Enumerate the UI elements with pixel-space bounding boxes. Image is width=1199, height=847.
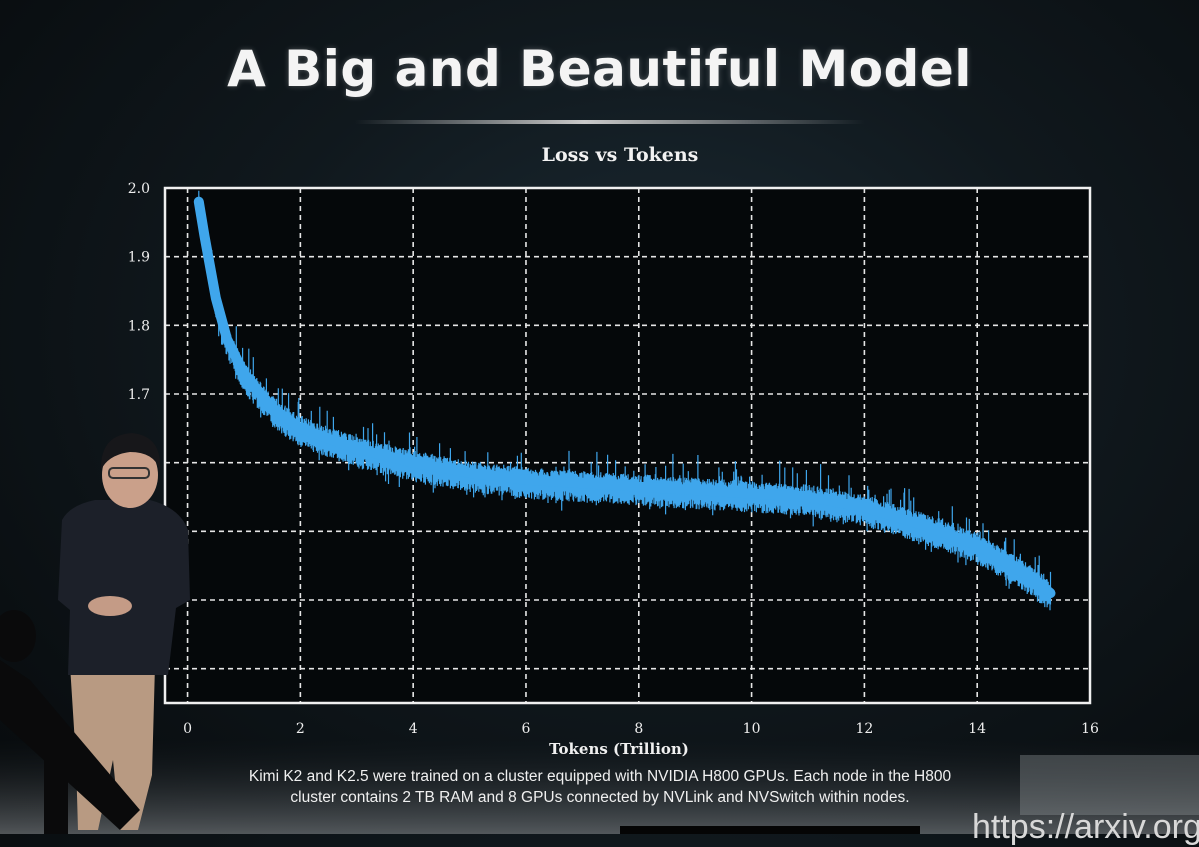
x-tick-label: 0 bbox=[183, 721, 192, 737]
plot-frame bbox=[163, 186, 1092, 705]
x-tick-label: 10 bbox=[743, 721, 761, 737]
x-tick-label: 6 bbox=[522, 721, 531, 737]
x-tick-label: 12 bbox=[855, 721, 873, 737]
stage-floor-texture bbox=[1020, 755, 1199, 815]
corner-url-text: https://arxiv.org/ bbox=[972, 808, 1199, 846]
plot-area bbox=[165, 188, 1090, 703]
x-tick-label: 2 bbox=[296, 721, 305, 737]
x-axis-label: Tokens (Trillion) bbox=[549, 740, 689, 758]
slide-caption: Kimi K2 and K2.5 were trained on a clust… bbox=[150, 766, 1050, 808]
x-tick-label: 16 bbox=[1081, 721, 1099, 737]
y-tick-label: 2.0 bbox=[128, 181, 150, 197]
chart-title: Loss vs Tokens bbox=[541, 144, 699, 166]
caption-line-1: Kimi K2 and K2.5 were trained on a clust… bbox=[248, 768, 952, 785]
title-underline bbox=[355, 120, 865, 124]
caption-line-2: cluster contains 2 TB RAM and 8 GPUs con… bbox=[290, 789, 910, 806]
slide-title: A Big and Beautiful Model bbox=[227, 40, 972, 98]
y-tick-label: 1.9 bbox=[128, 250, 150, 266]
stage-floor bbox=[0, 740, 1199, 834]
x-tick-label: 14 bbox=[968, 721, 986, 737]
y-tick-label: 1.8 bbox=[128, 318, 150, 334]
loss-series-line bbox=[193, 196, 1056, 599]
x-tick-label: 4 bbox=[409, 721, 418, 737]
x-tick-label: 8 bbox=[634, 721, 643, 737]
y-tick-label: 1.7 bbox=[128, 387, 150, 403]
